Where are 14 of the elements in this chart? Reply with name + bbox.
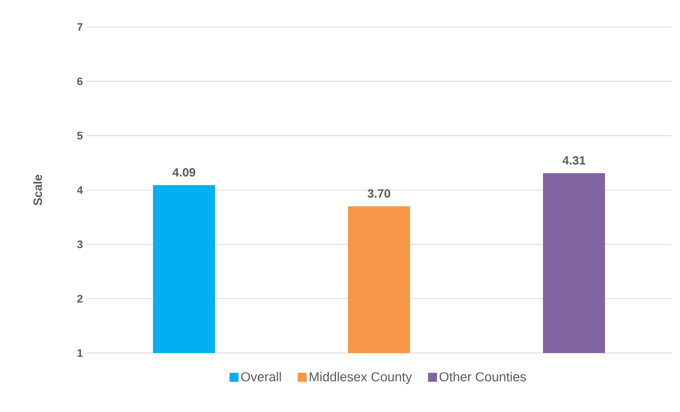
y-tick-label: 7 [77, 23, 82, 31]
legend-label: Other Counties [440, 372, 526, 382]
y-tick-label: 2 [77, 294, 83, 302]
data-label: 3.70 [368, 189, 390, 198]
y-tick-label: 6 [77, 77, 83, 86]
legend-label: Middlesex County [310, 372, 412, 384]
y-tick-label: 1 [78, 349, 83, 357]
y-tick-label: 4 [77, 186, 83, 194]
y-tick-label: 3 [77, 240, 83, 248]
data-label: 4.09 [172, 168, 196, 177]
y-axis-title: Scale [33, 174, 42, 206]
data-label: 4.31 [562, 156, 586, 165]
y-tick-label: 5 [77, 132, 83, 140]
legend-label: Overall [241, 372, 281, 382]
